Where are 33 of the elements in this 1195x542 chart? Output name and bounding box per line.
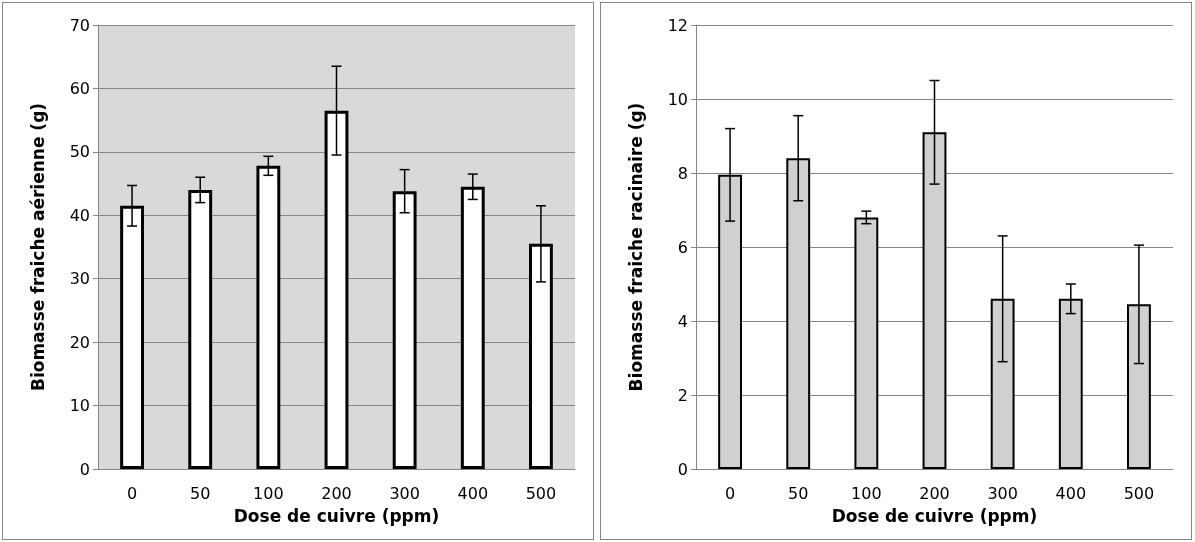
y-tick-label: 50 [69,142,90,162]
x-tick-label: 400 [457,483,489,503]
x-tick-label: 200 [321,483,352,503]
y-tick-label: 0 [79,459,90,479]
y-tick-label: 40 [69,205,90,225]
y-tick-label: 10 [69,396,90,416]
x-tick-label: 0 [126,483,138,503]
x-tick-label: 300 [389,483,420,503]
y-tick-label: 20 [69,332,90,352]
y-tick-label: 12 [667,15,688,35]
y-axis-title: Biomasse fraiche racinaire (g) [625,102,646,392]
y-tick-label: 0 [677,459,688,479]
x-tick-label: 50 [190,483,211,503]
x-tick-label: 500 [1123,483,1155,503]
y-axis-title: Biomasse fraiche aérienne (g) [27,102,48,392]
y-tick-label: 4 [677,311,688,331]
y-tick-label: 60 [69,78,90,98]
x-tick-label: 100 [851,483,882,503]
x-tick-label: 50 [788,483,809,503]
y-tick-label: 6 [677,237,688,257]
x-tick-label: 0 [724,483,736,503]
x-axis-title: Dose de cuivre (ppm) [233,505,440,526]
x-tick-label: 400 [1055,483,1087,503]
y-tick-label: 30 [69,269,90,289]
y-tick-label: 2 [677,385,688,405]
y-tick-label: 10 [667,89,688,109]
y-tick-label: 8 [677,163,688,183]
x-tick-label: 200 [919,483,950,503]
x-tick-label: 300 [987,483,1018,503]
x-tick-label: 500 [525,483,557,503]
y-tick-label: 70 [69,15,90,35]
x-tick-label: 100 [253,483,284,503]
x-axis-title: Dose de cuivre (ppm) [831,505,1038,526]
